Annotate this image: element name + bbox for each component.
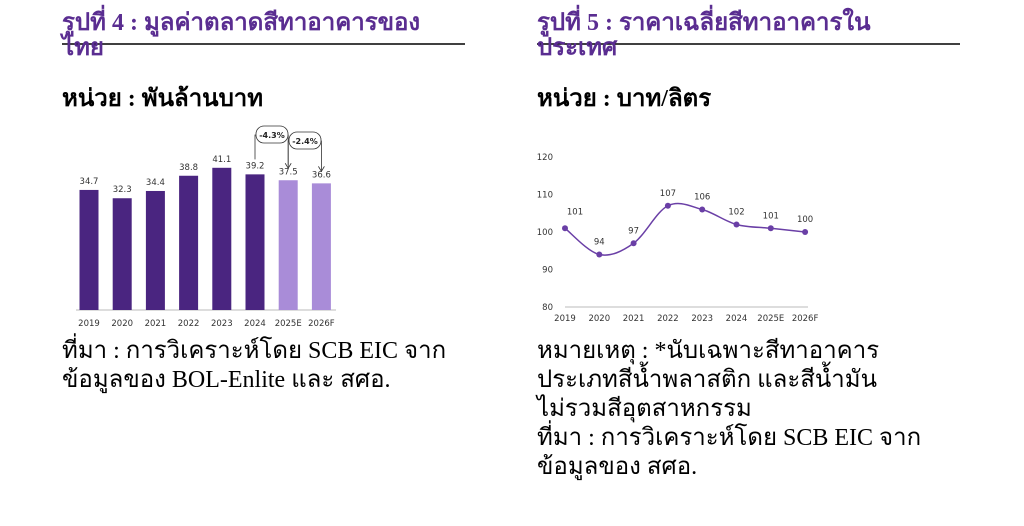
- unit-label: หน่วย : พันล้านบาท: [62, 85, 263, 112]
- value-label: 106: [694, 193, 710, 203]
- y-tick-label: 90: [542, 266, 553, 276]
- point: [596, 251, 603, 258]
- y-tick-label: 100: [537, 228, 553, 238]
- value-label: 34.7: [80, 177, 99, 187]
- x-tick-label: 2025E: [275, 319, 302, 329]
- x-tick-label: 2024: [244, 319, 266, 329]
- point: [802, 229, 809, 235]
- bar: [79, 189, 99, 310]
- x-tick-label: 2026F: [308, 319, 335, 329]
- annotation-box: [288, 131, 322, 150]
- value-label: 94: [594, 238, 605, 248]
- bar: [179, 175, 199, 310]
- value-label: 39.2: [246, 161, 265, 171]
- annotation: -2.4%: [292, 137, 318, 146]
- x-tick-label: 2023: [691, 314, 713, 324]
- x-tick-label: 2019: [554, 314, 576, 324]
- x-tick-label: 2021: [623, 314, 645, 324]
- x-tick-label: 2022: [657, 314, 679, 324]
- x-tick-label: 2021: [145, 319, 167, 329]
- figure-title: รูปที่ 4 : มูลค่าตลาดสีทาอาคารของ: [62, 4, 420, 37]
- footnote: ไม่รวมสีอุตสาหกรรม: [535, 394, 752, 423]
- y-tick-label: 110: [537, 191, 553, 201]
- figure-title: ประเทศ: [537, 35, 618, 61]
- x-tick-label: 2019: [78, 319, 100, 329]
- value-label: 37.5: [279, 167, 298, 177]
- value-label: 32.3: [113, 185, 132, 195]
- bar: [278, 180, 298, 310]
- x-tick-label: 2022: [178, 319, 200, 329]
- value-label: 34.4: [146, 178, 165, 188]
- value-label: 41.1: [212, 155, 231, 165]
- x-tick-label: 2026F: [792, 314, 819, 324]
- x-tick-label: 2020: [588, 314, 610, 324]
- bar: [311, 183, 331, 310]
- y-tick-label: 120: [537, 153, 553, 163]
- x-tick-label: 2025E: [757, 314, 784, 324]
- footnote: ประเภทสีน้ำพลาสติก และสีน้ำมัน: [537, 361, 877, 393]
- x-tick-label: 2020: [111, 319, 133, 329]
- figure-title: ไทย: [59, 32, 104, 61]
- bar: [112, 198, 132, 310]
- point: [664, 202, 671, 209]
- x-tick-label: 2024: [726, 314, 748, 324]
- annotation-box: [255, 125, 289, 144]
- value-label: 97: [628, 226, 639, 236]
- point: [733, 221, 740, 228]
- footnote: ข้อมูลของ BOL-Enlite และ สศอ.: [62, 367, 391, 394]
- footnote: ข้อมูลของ สศอ.: [537, 454, 697, 481]
- value-label: 38.8: [179, 163, 198, 173]
- value-label: 102: [728, 208, 744, 218]
- point: [630, 240, 637, 247]
- footnote: หมายเหตุ : *นับเฉพาะสีทาอาคาร: [537, 337, 879, 365]
- value-label: 100: [797, 215, 813, 225]
- annotation: -4.3%: [259, 131, 285, 140]
- value-label: 36.6: [312, 170, 331, 180]
- footnote: ที่มา : การวิเคราะห์โดย SCB EIC จาก: [62, 333, 446, 364]
- bar: [245, 174, 265, 310]
- bar: [145, 190, 165, 310]
- footnote: ที่มา : การวิเคราะห์โดย SCB EIC จาก: [537, 420, 921, 451]
- value-label: 101: [567, 207, 583, 217]
- value-label: 101: [763, 211, 779, 221]
- point: [562, 225, 568, 232]
- value-label: 107: [660, 189, 676, 199]
- point: [767, 225, 774, 232]
- x-tick-label: 2023: [211, 319, 233, 329]
- y-tick-label: 80: [542, 303, 553, 313]
- arrow-head: [318, 166, 325, 173]
- point: [699, 206, 706, 213]
- figure-title: รูปที่ 5 : ราคาเฉลี่ยสีทาอาคารใน: [537, 4, 871, 37]
- arrow-head: [284, 163, 292, 170]
- bar: [212, 167, 232, 310]
- unit-label: หน่วย : บาท/ลิตร: [537, 86, 711, 112]
